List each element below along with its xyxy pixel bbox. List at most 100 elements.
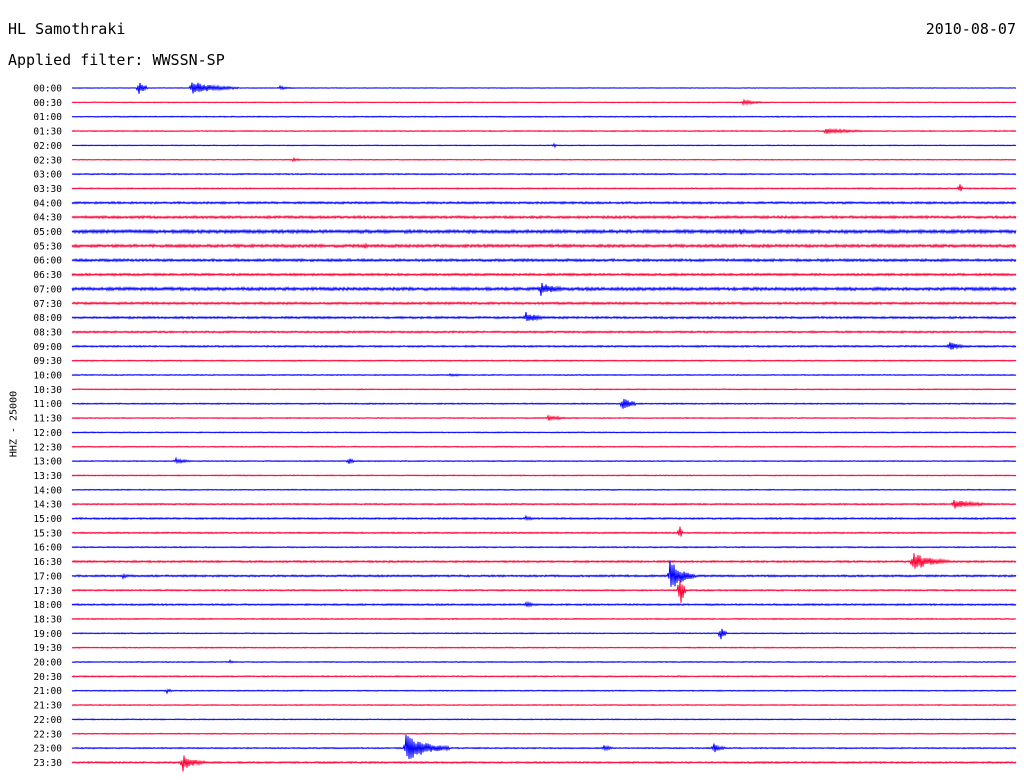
row-tick-labels: 00:00 00:30 01:00 01:30 02:00 02:30 03:00 03:30…	[33, 84, 62, 769]
trace-row-0930	[71, 359, 1017, 362]
row-label-1800: 18:00	[33, 600, 62, 611]
row-label-0830: 08:30	[33, 327, 62, 338]
trace-row-0330	[71, 184, 1017, 192]
row-label-1300: 13:00	[33, 457, 62, 468]
trace-row-1500	[71, 514, 1017, 522]
row-label-2230: 22:30	[33, 729, 62, 740]
trace-row-2230	[71, 732, 1017, 735]
row-label-2330: 23:30	[33, 758, 62, 769]
trace-row-2330	[71, 755, 1017, 772]
row-label-0430: 04:30	[33, 213, 62, 224]
row-label-1400: 14:00	[33, 485, 62, 496]
row-label-0400: 04:00	[33, 198, 62, 209]
row-label-0030: 00:30	[33, 98, 62, 109]
trace-row-1700	[71, 560, 1017, 587]
trace-row-1600	[71, 545, 1017, 549]
row-label-2030: 20:30	[33, 672, 62, 683]
row-label-1730: 17:30	[33, 586, 62, 597]
row-label-2200: 22:00	[33, 715, 62, 726]
trace-row-0130	[71, 127, 1017, 135]
trace-row-2200	[71, 718, 1017, 721]
row-label-0700: 07:00	[33, 284, 62, 295]
row-label-1100: 11:00	[33, 399, 62, 410]
row-label-2000: 20:00	[33, 658, 62, 669]
row-label-0200: 02:00	[33, 141, 62, 152]
trace-row-1200	[71, 431, 1017, 434]
trace-row-0830	[71, 330, 1017, 334]
filter-label: Applied filter: WWSSN-SP	[8, 51, 225, 69]
trace-row-2130	[71, 703, 1017, 707]
row-label-0230: 02:30	[33, 155, 62, 166]
trace-row-0000	[71, 82, 1017, 94]
row-label-0930: 09:30	[33, 356, 62, 367]
row-label-1830: 18:30	[33, 614, 62, 625]
row-label-0600: 06:00	[33, 256, 62, 267]
row-label-1500: 15:00	[33, 514, 62, 525]
row-label-0900: 09:00	[33, 342, 62, 353]
trace-row-0430	[71, 214, 1017, 220]
row-label-0300: 03:00	[33, 170, 62, 181]
trace-row-1900	[71, 628, 1017, 640]
trace-row-0500	[71, 228, 1017, 235]
station-title: HL Samothraki	[8, 20, 126, 38]
trace-row-1430	[71, 499, 1017, 509]
trace-row-1530	[71, 526, 1017, 537]
trace-row-1300	[71, 456, 1017, 465]
trace-row-2100	[71, 688, 1017, 695]
row-label-1700: 17:00	[33, 571, 62, 582]
row-label-1930: 19:30	[33, 643, 62, 654]
trace-row-0100	[71, 115, 1017, 118]
trace-row-1730	[71, 580, 1017, 603]
trace-row-0400	[71, 200, 1017, 205]
trace-row-1030	[71, 388, 1017, 391]
row-label-1230: 12:30	[33, 442, 62, 453]
trace-row-1330	[71, 474, 1017, 477]
row-label-1030: 10:30	[33, 385, 62, 396]
row-label-1330: 13:30	[33, 471, 62, 482]
trace-row-0230	[71, 156, 1017, 163]
row-label-1530: 15:30	[33, 528, 62, 539]
trace-row-0900	[71, 342, 1017, 350]
row-label-2100: 21:00	[33, 686, 62, 697]
row-label-2130: 21:30	[33, 701, 62, 712]
trace-row-1630	[71, 553, 1017, 569]
trace-lines	[71, 82, 1017, 772]
row-label-1600: 16:00	[33, 543, 62, 554]
record-date: 2010-08-07	[925, 20, 1016, 38]
row-label-1130: 11:30	[33, 414, 62, 425]
row-label-1630: 16:30	[33, 557, 62, 568]
row-label-1900: 19:00	[33, 629, 62, 640]
row-label-1200: 12:00	[33, 428, 62, 439]
trace-row-2000	[71, 659, 1017, 664]
row-label-0100: 01:00	[33, 112, 62, 123]
trace-row-1400	[71, 488, 1017, 491]
row-label-0330: 03:30	[33, 184, 62, 195]
row-label-1000: 10:00	[33, 371, 62, 382]
trace-row-0800	[71, 312, 1017, 322]
trace-row-0300	[71, 172, 1017, 176]
trace-row-0200	[71, 142, 1017, 149]
row-label-1430: 14:30	[33, 500, 62, 511]
trace-row-1000	[71, 372, 1017, 378]
trace-row-0630	[71, 272, 1017, 277]
row-label-0730: 07:30	[33, 299, 62, 310]
row-label-0800: 08:00	[33, 313, 62, 324]
trace-row-0730	[71, 301, 1017, 306]
trace-row-2030	[71, 674, 1017, 678]
row-label-0630: 06:30	[33, 270, 62, 281]
trace-row-2300	[71, 734, 1017, 759]
trace-row-1230	[71, 445, 1017, 448]
trace-row-0600	[71, 257, 1017, 263]
row-label-0500: 05:00	[33, 227, 62, 238]
row-label-0530: 05:30	[33, 241, 62, 252]
row-label-0000: 00:00	[33, 84, 62, 95]
row-label-0130: 01:30	[33, 127, 62, 138]
trace-row-0030	[71, 98, 1017, 106]
row-label-2300: 23:00	[33, 744, 62, 755]
trace-row-0700	[71, 282, 1017, 296]
trace-row-1830	[71, 617, 1017, 621]
trace-row-0530	[71, 242, 1017, 249]
trace-row-1930	[71, 646, 1017, 649]
trace-row-1130	[71, 414, 1017, 421]
